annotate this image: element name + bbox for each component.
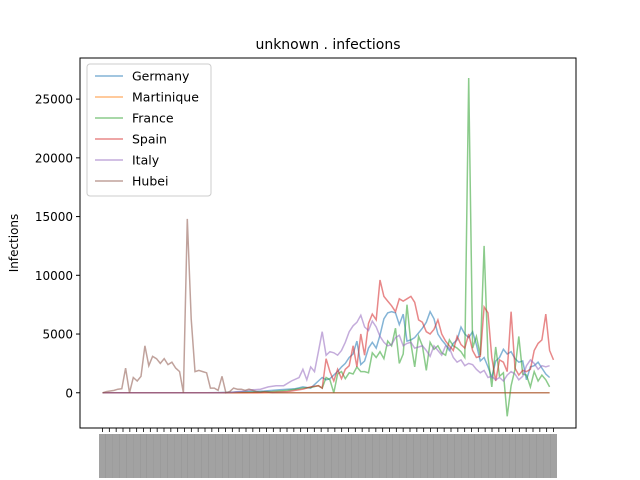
x-tick-label: [406, 434, 414, 478]
series-line-france: [102, 77, 551, 417]
x-tick-label: [290, 434, 298, 478]
x-tick-label: [440, 434, 448, 478]
x-tick-label: [529, 434, 537, 478]
x-tick-label: [153, 434, 161, 478]
x-tick-label: [543, 434, 551, 478]
y-tick-label: 0: [65, 386, 73, 400]
x-tick-label: [338, 434, 346, 478]
x-tick-label: [269, 434, 277, 478]
x-tick-label: [222, 434, 229, 478]
legend-label: Hubei: [132, 174, 168, 189]
x-tick-label: [515, 434, 523, 478]
x-tick-label: [126, 434, 134, 478]
y-tick-label: 5000: [42, 328, 73, 342]
legend-label: Martinique: [132, 90, 199, 105]
x-tick-label: [365, 434, 373, 478]
x-tick-label: [133, 434, 141, 478]
x-tick-label: [495, 434, 503, 478]
x-tick-label: [160, 434, 168, 478]
x-tick-label: [174, 434, 182, 478]
y-tick-label: 20000: [35, 151, 73, 165]
x-tick-label: [317, 434, 325, 478]
series-line-spain: [102, 279, 555, 394]
x-tick-label: [550, 434, 557, 478]
x-tick-label: [379, 434, 387, 478]
series-line-hubei: [102, 218, 550, 394]
x-tick-label: [427, 434, 434, 478]
x-tick-label: [413, 434, 421, 478]
x-tick-label: [392, 434, 400, 478]
x-tick-label: [249, 434, 257, 478]
x-tick-label: [324, 434, 332, 478]
x-tick-label: [201, 434, 209, 478]
x-tick-label: [181, 434, 188, 478]
legend-label: France: [132, 111, 174, 126]
x-axis: [99, 428, 557, 478]
x-tick-label: [474, 434, 482, 478]
x-tick-label: [235, 434, 243, 478]
x-tick-label: [488, 434, 496, 478]
x-tick-label: [283, 434, 291, 478]
y-tick-label: 10000: [35, 269, 73, 283]
x-tick-label: [242, 434, 250, 478]
x-tick-label: [536, 434, 544, 478]
y-axis: 0 5000 10000 15000 20000 25000: [35, 93, 80, 400]
x-tick-label: [481, 434, 489, 478]
series-lines: [102, 77, 555, 417]
legend-label: Italy: [132, 153, 160, 168]
x-tick-label: [215, 434, 223, 478]
x-tick-label: [522, 434, 530, 478]
series-line-germany: [102, 309, 551, 394]
legend-label: Spain: [132, 132, 167, 147]
plot-frame: [79, 57, 577, 429]
x-tick-label: [304, 434, 311, 478]
x-tick-label: [433, 434, 441, 478]
x-tick-label: [399, 434, 407, 478]
x-tick-label: [263, 434, 270, 478]
x-tick-label: [509, 434, 516, 478]
y-axis-label: Infections: [7, 214, 21, 273]
x-tick-label: [256, 434, 264, 478]
x-tick-label: [119, 434, 127, 478]
x-tick-label: [208, 434, 216, 478]
x-tick-label: [140, 434, 147, 478]
x-tick-label: [167, 434, 175, 478]
x-tick-label: [112, 434, 120, 478]
y-tick-label: 25000: [35, 93, 73, 107]
legend: Germany Martinique France Spain Italy Hubei: [86, 63, 212, 197]
legend-label: Germany: [132, 69, 190, 84]
x-tick-label: [276, 434, 284, 478]
x-tick-label: [386, 434, 393, 478]
x-tick-label: [372, 434, 380, 478]
x-tick-label: [358, 434, 366, 478]
x-tick-label: [99, 434, 106, 478]
x-tick-label: [502, 434, 510, 478]
x-tick-label: [105, 434, 113, 478]
x-tick-label: [194, 434, 202, 478]
x-tick-label: [297, 434, 305, 478]
x-tick-label: [447, 434, 455, 478]
x-tick-label: [146, 434, 154, 478]
x-tick-label: [228, 434, 236, 478]
x-tick-label: [310, 434, 318, 478]
chart-title: unknown . infections: [255, 37, 400, 53]
y-tick-label: 15000: [35, 210, 73, 224]
x-tick-label: [461, 434, 469, 478]
x-tick-label: [187, 434, 195, 478]
x-tick-label: [351, 434, 359, 478]
x-tick-label: [331, 434, 339, 478]
x-tick-label: [345, 434, 352, 478]
series-line-italy: [102, 313, 550, 394]
x-tick-label: [420, 434, 428, 478]
x-tick-label: [468, 434, 475, 478]
x-tick-label: [454, 434, 462, 478]
